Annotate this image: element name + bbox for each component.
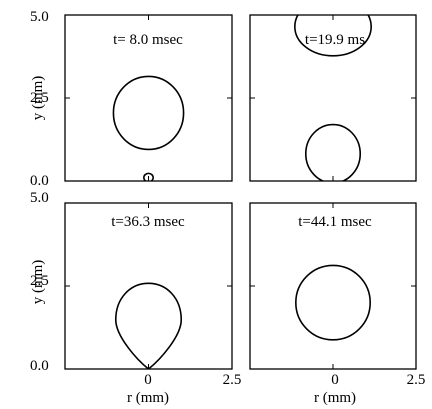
y-axis-title-bottom: y (mm): [30, 260, 46, 305]
bubble-outline-1: [114, 282, 183, 369]
panel-time-label: t=36.3 msec: [111, 214, 185, 230]
panel-3: t=36.3 msec: [64, 202, 233, 370]
panel-1: t= 8.0 msec: [64, 14, 233, 182]
y-axis-title-top: y (mm): [30, 76, 46, 121]
panel-time-label: t= 8.0 msec: [113, 32, 183, 48]
x-axis-title-left: r (mm): [127, 390, 169, 406]
bubble-outline-2: [143, 172, 154, 181]
bubble-outline-1: [295, 264, 371, 341]
y-tick-label-0.0-bottom: 0.0: [30, 358, 49, 374]
panel-2: t=19.9 ms: [249, 14, 417, 182]
panel-time-label: t=44.1 msec: [298, 214, 372, 230]
y-tick-label-5.0-top: 5.0: [30, 9, 49, 25]
panels-layer: t= 8.0 msec t=19.9 ms t=36.3 msec t=44.1 ms…: [64, 14, 417, 370]
x-tick-label-0-left: 0: [144, 372, 152, 388]
y-tick-label-2.5-top: 2.5: [30, 90, 49, 106]
x-tick-label-2.5-right: 2.5: [407, 372, 426, 388]
y-tick-label-5.0-bottom: 5.0: [30, 190, 49, 206]
x-tick-label-0-right: 0: [331, 372, 339, 388]
panel-4: t=44.1 msec: [249, 202, 417, 370]
y-tick-label-2.5-bottom: 2.5: [30, 273, 49, 289]
y-tick-label-0.0-top: 0.0: [30, 173, 49, 189]
x-tick-label-2.5-left: 2.5: [223, 372, 242, 388]
bubble-outline-2: [304, 123, 362, 181]
panel-time-label: t=19.9 ms: [305, 32, 365, 48]
x-axis-title-right: r (mm): [314, 390, 356, 406]
bubble-outline-1: [294, 15, 372, 57]
bubble-outline-1: [112, 75, 185, 151]
